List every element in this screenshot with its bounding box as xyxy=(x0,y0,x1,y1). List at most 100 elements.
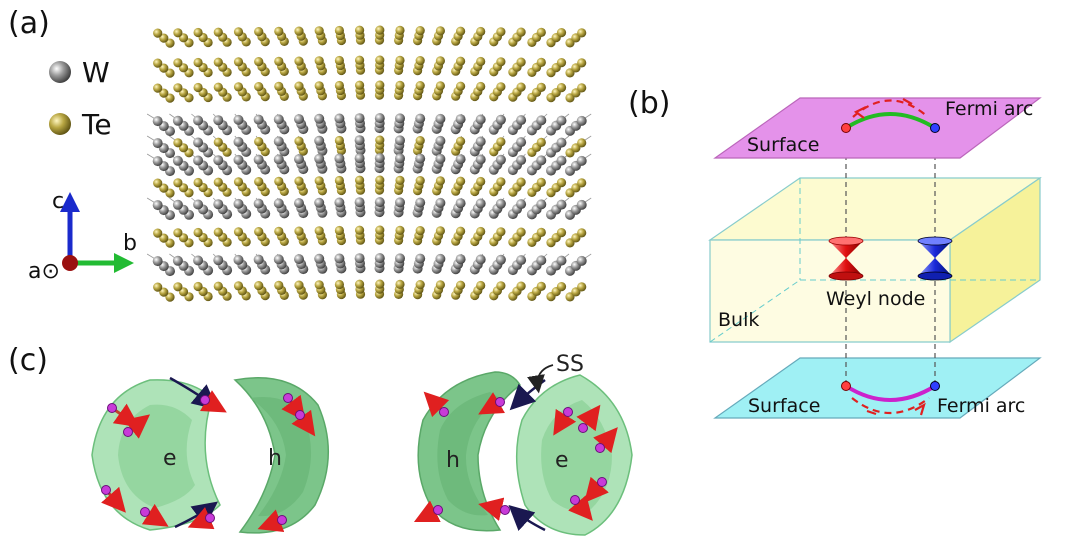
legend-te-label: Te xyxy=(81,108,112,141)
carrier-dot xyxy=(597,477,607,487)
te-atom xyxy=(159,63,169,73)
te-atom xyxy=(577,228,587,238)
panel-c-label: (c) xyxy=(8,343,48,378)
panel-b-label: (b) xyxy=(628,86,670,121)
carrier-dot xyxy=(123,427,133,437)
te-atom xyxy=(496,27,506,37)
te-atom xyxy=(536,281,546,291)
te-atom xyxy=(476,26,486,37)
te-atom xyxy=(314,26,324,36)
w-atom xyxy=(475,198,486,209)
carrier-dot xyxy=(205,513,215,523)
te-atom xyxy=(254,177,264,187)
w-atom xyxy=(273,136,284,147)
te-atom xyxy=(456,226,466,236)
te-atom xyxy=(213,177,223,187)
te-atom xyxy=(233,227,244,237)
bottom-surface-label: Surface xyxy=(748,395,820,417)
w-atom xyxy=(253,114,264,125)
w-atom xyxy=(415,113,426,124)
te-atom xyxy=(213,281,223,291)
w-atom xyxy=(536,199,547,210)
te-atom xyxy=(173,228,183,238)
carrier-dot xyxy=(578,423,588,433)
te-atom xyxy=(536,227,546,237)
te-atom xyxy=(355,80,365,90)
te-atom xyxy=(314,81,324,91)
te-atom xyxy=(334,279,344,290)
top-arc-arrowhead-icon xyxy=(902,98,913,105)
te-atom xyxy=(294,136,304,146)
te-atom xyxy=(254,137,264,147)
te-atom xyxy=(173,178,183,188)
te-atom xyxy=(496,177,506,187)
te-atom xyxy=(294,226,304,236)
w-atom xyxy=(475,254,486,265)
top-arc-arrowhead-icon xyxy=(853,106,867,119)
te-atom xyxy=(314,280,324,290)
te-atom xyxy=(314,56,324,66)
w-atom xyxy=(213,115,224,126)
bottom-blue-node-dot xyxy=(930,381,940,391)
te-atom xyxy=(193,281,203,292)
te-atom xyxy=(516,227,526,237)
te-atom xyxy=(274,176,284,186)
te-atom xyxy=(556,58,567,68)
w-atom xyxy=(455,198,466,209)
te-atom xyxy=(536,177,546,187)
te-atom xyxy=(233,57,244,67)
te-atom xyxy=(476,56,486,67)
te-atom xyxy=(516,177,526,187)
te-atom xyxy=(355,175,365,185)
te-atom xyxy=(355,55,365,65)
te-atom xyxy=(153,178,163,188)
w-atom xyxy=(152,256,163,267)
te-atom xyxy=(233,82,244,92)
panel-a-label: (a) xyxy=(8,6,50,41)
w-atom xyxy=(152,116,163,127)
te-atom xyxy=(577,178,587,188)
w-atom xyxy=(475,114,486,125)
te-atom xyxy=(233,27,244,37)
bottom-arc-arrowhead-icon xyxy=(866,409,877,416)
te-atom xyxy=(456,81,466,91)
w-atom xyxy=(415,253,426,264)
te-atom xyxy=(254,227,264,237)
te-atom xyxy=(556,27,567,38)
te-atom xyxy=(274,56,284,66)
te-atom xyxy=(516,281,526,291)
w-atom-legend-icon xyxy=(49,61,71,83)
te-atom xyxy=(159,183,169,193)
carrier-dot xyxy=(495,397,505,407)
w-atom xyxy=(253,198,264,209)
te-atom xyxy=(159,33,169,43)
w-atom xyxy=(294,254,304,265)
bulk-box-front xyxy=(709,239,951,343)
te-atom xyxy=(476,81,486,92)
te-atom xyxy=(395,175,405,185)
te-atom xyxy=(496,281,506,291)
te-atom xyxy=(476,226,486,237)
carrier-dot xyxy=(107,403,117,413)
te-atom xyxy=(165,292,175,302)
te-atom xyxy=(334,135,344,146)
w-atom xyxy=(516,199,527,210)
w-atom xyxy=(172,115,183,126)
te-atom xyxy=(294,56,304,66)
te-atom xyxy=(415,176,425,186)
te-atom xyxy=(375,55,385,65)
te-atom xyxy=(536,57,546,67)
carrier-dot xyxy=(439,407,449,417)
carrier-dot xyxy=(563,407,573,417)
te-atom xyxy=(496,137,506,147)
w-atom xyxy=(273,154,284,165)
w-atom xyxy=(495,254,506,265)
top-arc-flow-arrow xyxy=(852,99,929,118)
te-atom xyxy=(375,225,385,235)
w-atom xyxy=(253,154,264,165)
w-atom xyxy=(435,153,446,164)
carrier-dot xyxy=(283,393,293,403)
weyl-diagram: Surface Fermi arc Weyl node Bulk Surface… xyxy=(708,97,1042,419)
te-atom xyxy=(159,88,169,98)
wte2-crystal-structure xyxy=(146,25,592,302)
